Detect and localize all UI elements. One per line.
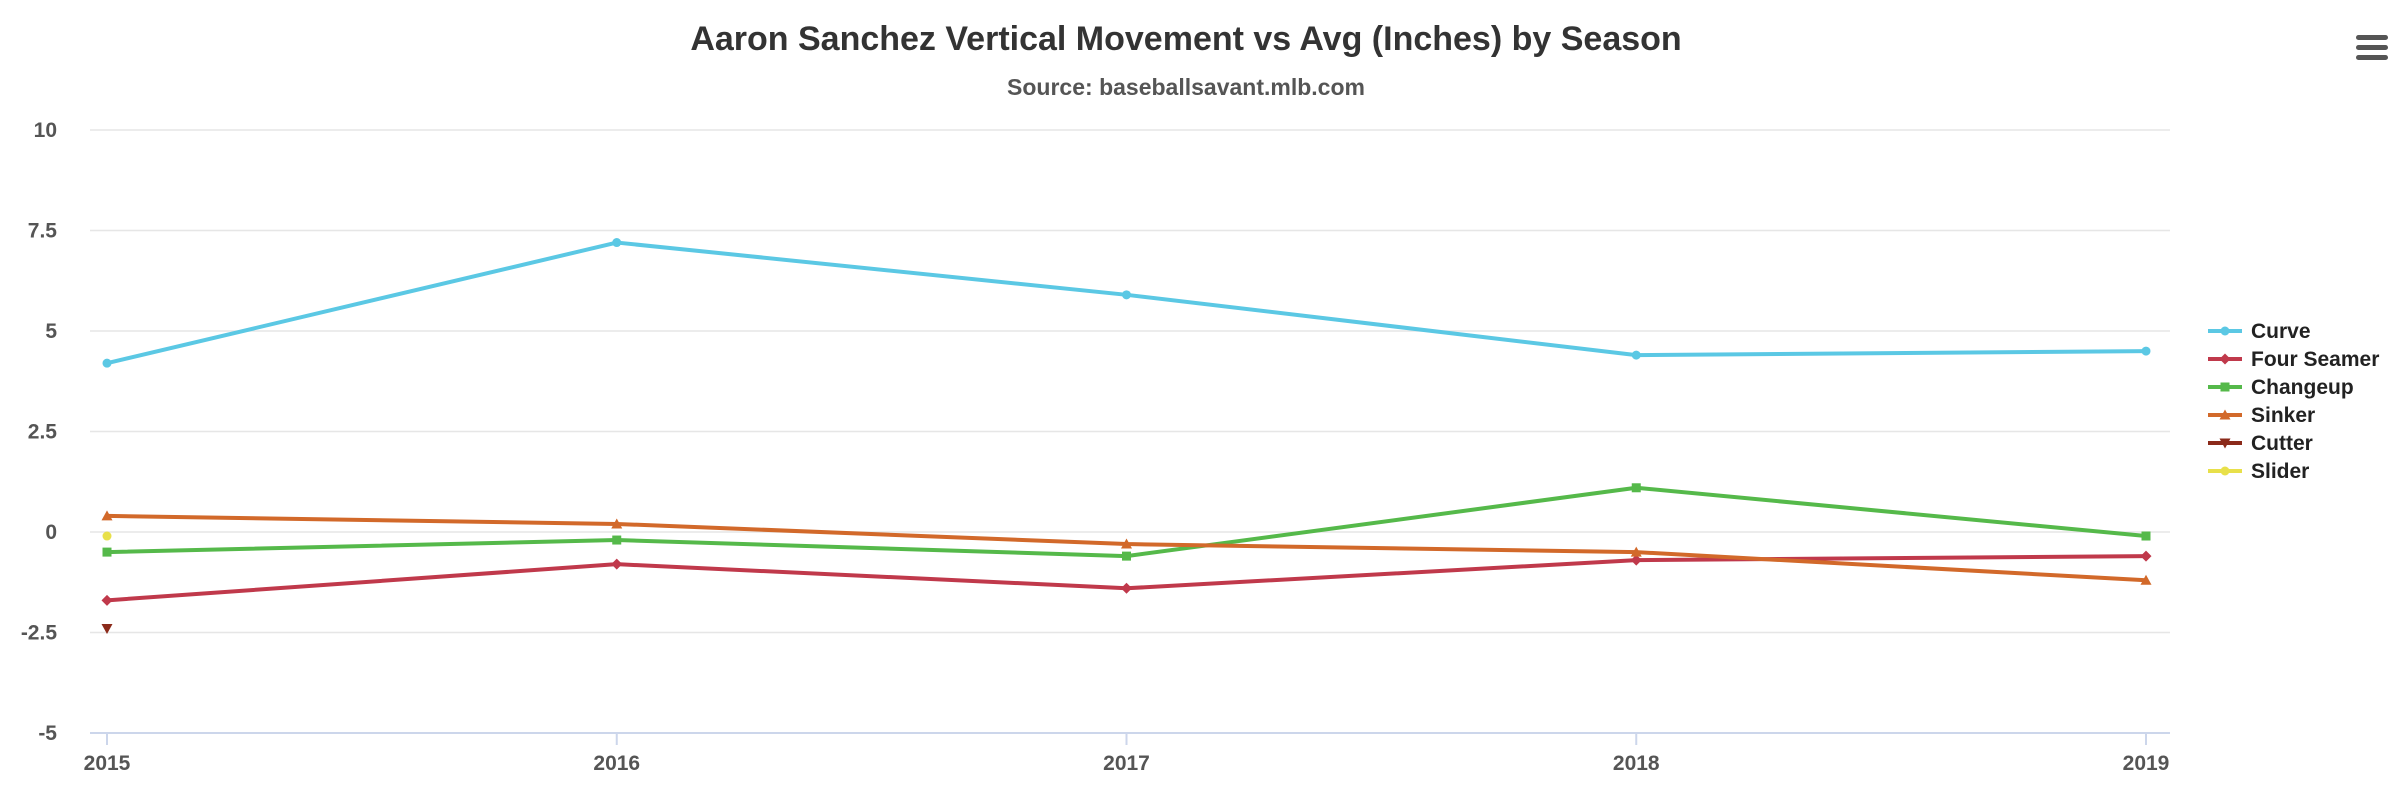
legend-label: Changeup [2251, 376, 2354, 399]
legend-marker [2219, 438, 2231, 449]
data-point-sinker[interactable] [1630, 546, 1642, 557]
legend-label: Four Seamer [2251, 348, 2379, 371]
series-sinker [101, 510, 2152, 585]
data-point-changeup[interactable] [2141, 531, 2151, 541]
legend-item-changeup[interactable]: Changeup [2208, 376, 2354, 399]
y-axis-labels: 10 7.5 5 2.5 0 -2.5 -5 [21, 119, 58, 745]
y-tick-label: 5 [45, 320, 57, 343]
legend-item-slider[interactable]: Slider [2208, 460, 2309, 483]
data-point-sinker[interactable] [2140, 574, 2152, 585]
y-tick-label: -2.5 [21, 622, 58, 645]
data-point-four-seamer[interactable] [2140, 550, 2152, 562]
legend-item-curve[interactable]: Curve [2208, 320, 2311, 343]
y-tick-label: 7.5 [28, 220, 58, 243]
legend-label: Sinker [2251, 404, 2315, 427]
x-axis [90, 732, 2170, 745]
chart-title: Aaron Sanchez Vertical Movement vs Avg (… [690, 20, 1681, 58]
legend-item-sinker[interactable]: Sinker [2208, 404, 2315, 427]
y-tick-label: 2.5 [28, 421, 58, 444]
series-line-curve[interactable] [105, 240, 2148, 366]
data-point-sinker[interactable] [101, 510, 113, 521]
x-tick-label: 2015 [84, 752, 131, 775]
legend-marker [2219, 409, 2231, 420]
legend-item-cutter[interactable]: Cutter [2208, 432, 2313, 455]
data-point-sinker[interactable] [1121, 538, 1132, 549]
data-point-four-seamer[interactable] [611, 558, 623, 570]
series-curve [102, 238, 2151, 368]
x-tick-label: 2017 [1103, 752, 1150, 775]
x-tick-label: 2019 [2123, 752, 2170, 775]
gridlines [90, 129, 2170, 634]
data-point-sinker[interactable] [611, 518, 623, 529]
data-point-curve[interactable] [612, 238, 622, 248]
data-point-four-seamer[interactable] [101, 594, 113, 606]
y-tick-label: -5 [38, 722, 57, 745]
data-point-changeup[interactable] [612, 535, 622, 545]
x-axis-labels: 2015 2016 2017 2018 2019 [84, 752, 2170, 775]
y-tick-label: 10 [34, 119, 57, 142]
x-tick-label: 2018 [1613, 752, 1660, 775]
legend-marker [2220, 382, 2230, 392]
legend-label: Curve [2251, 320, 2311, 343]
series-lines [101, 238, 2152, 634]
data-point-four-seamer[interactable] [1121, 582, 1132, 594]
hamburger-menu-icon[interactable] [2354, 33, 2390, 63]
data-point-changeup[interactable] [1631, 483, 1641, 493]
chart-subtitle: Source: baseballsavant.mlb.com [1007, 74, 1365, 100]
legend-label: Slider [2251, 460, 2309, 483]
series-cutter [101, 623, 113, 634]
data-point-four-seamer[interactable] [1630, 554, 1642, 566]
legend: Curve Four Seamer Changeup Sinker Cutter Slid… [2208, 320, 2379, 483]
data-point-curve[interactable] [1122, 290, 1131, 300]
data-point-slider[interactable] [102, 531, 112, 541]
legend-item-four-seamer[interactable]: Four Seamer [2208, 348, 2379, 371]
data-point-curve[interactable] [102, 358, 112, 368]
series-slider [102, 531, 112, 541]
data-point-curve[interactable] [2141, 346, 2151, 356]
data-point-changeup[interactable] [1122, 551, 1131, 561]
data-point-curve[interactable] [1631, 350, 1641, 360]
series-changeup [102, 483, 2151, 561]
legend-label: Cutter [2251, 432, 2313, 455]
data-point-changeup[interactable] [102, 547, 112, 557]
x-tick-label: 2016 [593, 752, 640, 775]
legend-marker [2219, 353, 2231, 365]
legend-marker [2220, 466, 2230, 476]
y-tick-label: 0 [45, 521, 57, 544]
series-four-seamer [101, 550, 2152, 606]
legend-marker [2220, 326, 2230, 336]
data-point-cutter[interactable] [101, 623, 113, 634]
